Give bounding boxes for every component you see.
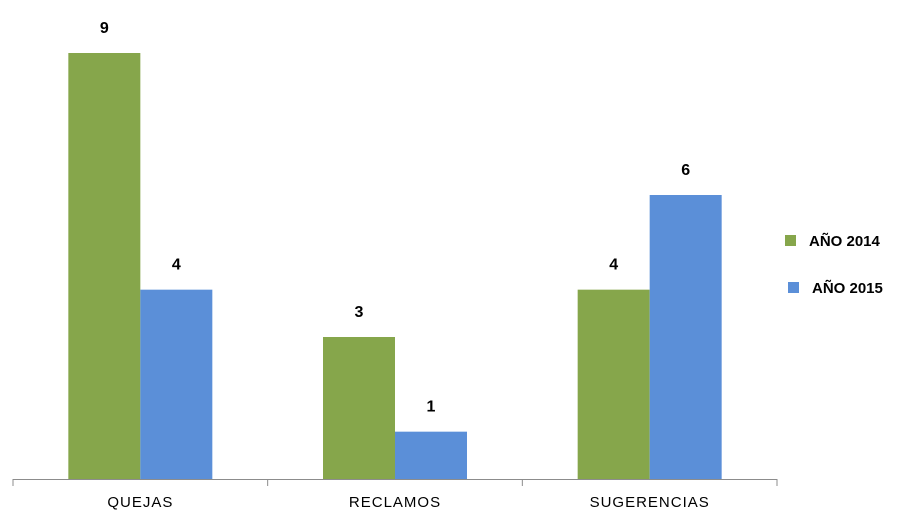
x-tick-label-reclamos: RECLAMOS bbox=[349, 494, 441, 511]
data-label-reclamos-1: 3 bbox=[355, 304, 364, 321]
data-label-sugerencias-1: 4 bbox=[609, 257, 618, 274]
x-tick-label-sugerencias: SUGERENCIAS bbox=[590, 494, 710, 511]
legend-label-1: AÑO 2014 bbox=[809, 232, 881, 250]
bar-sugerencias-2 bbox=[649, 195, 722, 479]
data-label-sugerencias-2: 6 bbox=[681, 162, 690, 179]
bar-reclamos-1 bbox=[323, 337, 395, 479]
data-label-reclamos-2: 1 bbox=[427, 399, 436, 416]
legend: AÑO 2014 AÑO 2015 bbox=[785, 232, 883, 297]
legend-label-2: AÑO 2015 bbox=[812, 279, 883, 297]
x-axis: QUEJAS RECLAMOS SUGERENCIAS bbox=[12, 479, 778, 511]
legend-swatch-1 bbox=[785, 235, 796, 246]
bar-reclamos-2 bbox=[395, 431, 467, 479]
bars-group bbox=[68, 53, 722, 479]
x-tick-label-quejas: QUEJAS bbox=[107, 494, 173, 511]
data-labels-group: 9 4 3 1 4 6 bbox=[100, 20, 690, 416]
data-label-quejas-1: 9 bbox=[100, 20, 109, 37]
bar-quejas-1 bbox=[68, 53, 141, 479]
data-label-quejas-2: 4 bbox=[172, 257, 181, 274]
bar-sugerencias-1 bbox=[577, 289, 650, 479]
legend-swatch-2 bbox=[788, 282, 799, 293]
bar-quejas-2 bbox=[140, 289, 213, 479]
